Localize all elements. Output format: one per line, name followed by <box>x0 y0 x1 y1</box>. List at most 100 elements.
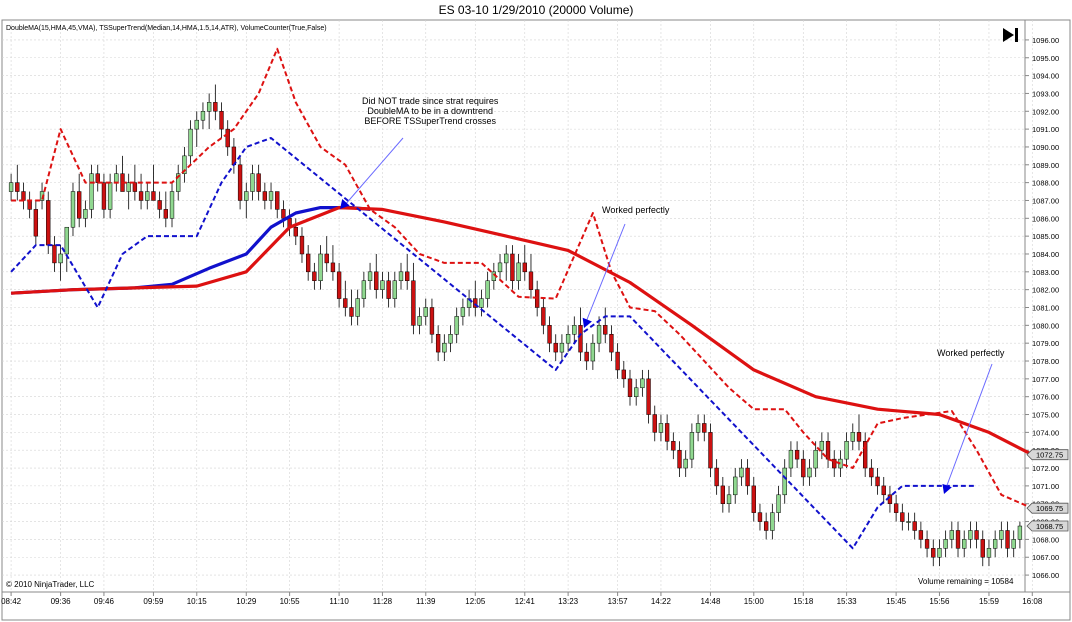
annotation-line: Did NOT trade since strat requires <box>362 96 499 106</box>
candle-down <box>225 128 230 148</box>
candle-up <box>460 307 466 317</box>
candle-up <box>176 173 181 192</box>
annotation-line: Worked perfectly <box>937 348 1005 358</box>
price-marker <box>1026 502 1069 514</box>
candle-down <box>541 307 546 326</box>
candle-up <box>850 432 855 442</box>
candle-down <box>281 209 286 219</box>
candle-up <box>943 539 948 549</box>
price-marker-label: 1068.75 <box>1036 522 1063 531</box>
candle-up <box>200 111 206 121</box>
candle-down <box>980 539 985 558</box>
candle-up <box>596 325 602 344</box>
y-tick-label: 1068.00 <box>1032 535 1059 544</box>
skip-to-end-icon[interactable] <box>1001 26 1021 44</box>
candle-up <box>695 423 701 433</box>
candle-up <box>844 441 849 460</box>
candle-up <box>640 378 645 389</box>
candle-down <box>27 200 32 210</box>
candle-up <box>107 182 113 210</box>
x-tick-label: 15:45 <box>886 597 907 606</box>
candle-down <box>46 200 51 246</box>
candle-down <box>578 325 583 353</box>
candle-down <box>411 280 416 326</box>
candle-up <box>194 119 199 130</box>
candle-down <box>825 441 831 460</box>
candle-down <box>832 458 837 469</box>
candle-down <box>522 262 527 273</box>
candle-up <box>782 467 787 496</box>
x-tick-label: 13:57 <box>608 597 629 606</box>
x-tick-label: 15:59 <box>979 597 1000 606</box>
candle-down <box>900 512 905 522</box>
candle-down <box>609 334 614 353</box>
price-marker-label: 1072.75 <box>1036 451 1063 460</box>
y-tick-label: 1066.00 <box>1032 571 1059 580</box>
candle-up <box>454 316 459 335</box>
chart-frame <box>1 19 1071 621</box>
candle-down <box>262 191 268 201</box>
candle-up <box>417 316 422 326</box>
candle-up <box>683 458 688 469</box>
y-tick-label: 1067.00 <box>1032 553 1059 562</box>
candle-down <box>801 458 806 478</box>
candle-up <box>788 449 794 469</box>
y-tick-label: 1089.00 <box>1032 161 1059 170</box>
candle-up <box>398 271 404 281</box>
candle-down <box>671 441 676 451</box>
indicator-lines <box>10 47 1034 550</box>
candle-down <box>349 307 354 317</box>
candle-up <box>559 342 565 353</box>
candle-up <box>726 494 732 504</box>
annotation-arrow-head <box>942 483 952 494</box>
candle-down <box>386 280 391 299</box>
candle-down <box>473 298 478 308</box>
candle-up <box>999 530 1004 540</box>
y-tick-label: 1093.00 <box>1032 89 1059 98</box>
candle-up <box>355 298 360 317</box>
candle-down <box>677 449 682 469</box>
candle-up <box>206 102 212 112</box>
candle-down <box>213 102 218 112</box>
candle-up <box>516 262 521 281</box>
candle-down <box>893 503 899 513</box>
candle-up <box>361 280 367 299</box>
supertrend-down-line <box>11 47 1033 510</box>
candle-down <box>763 521 769 531</box>
candle-up <box>1011 539 1016 549</box>
y-tick-label: 1090.00 <box>1032 143 1059 152</box>
candle-down <box>510 253 515 281</box>
x-tick-label: 16:08 <box>1022 597 1043 606</box>
candle-down <box>299 235 305 255</box>
candle-down <box>875 476 880 487</box>
candle-down <box>219 111 224 130</box>
price-marker <box>1026 449 1069 461</box>
candle-down <box>714 467 719 487</box>
x-axis: 08:42 09:36 09:46 09:59 10:15 10:29 10:55 11:10… <box>1 591 1070 606</box>
candle-down <box>955 530 961 549</box>
candle-down <box>343 298 348 308</box>
candle-down <box>52 244 57 264</box>
y-tick-label: 1096.00 <box>1032 36 1059 45</box>
candle-up <box>145 191 150 201</box>
candle-up <box>64 226 69 255</box>
candle-up <box>770 512 775 531</box>
candle-down <box>1005 530 1010 549</box>
candle-up <box>169 191 175 219</box>
candle-up <box>906 521 911 523</box>
x-tick-label: 10:15 <box>187 597 208 606</box>
candle-up <box>250 173 255 192</box>
y-tick-label: 1084.00 <box>1032 250 1059 259</box>
candle-up <box>733 476 738 496</box>
candle-up <box>590 342 596 362</box>
chart-window-title: ES 03-10 1/29/2010 (20000 Volume) <box>438 3 634 17</box>
candle-down <box>702 423 707 433</box>
candle-up <box>83 209 88 219</box>
candle-down <box>237 164 243 201</box>
candle-up <box>497 262 503 273</box>
indicator-label: DoubleMA(15,HMA,45,VMA), TSSuperTrend(Me… <box>6 25 327 32</box>
y-tick-label: 1087.00 <box>1032 196 1059 205</box>
annotation-pointer-line <box>945 363 993 489</box>
candle-up <box>126 182 131 192</box>
